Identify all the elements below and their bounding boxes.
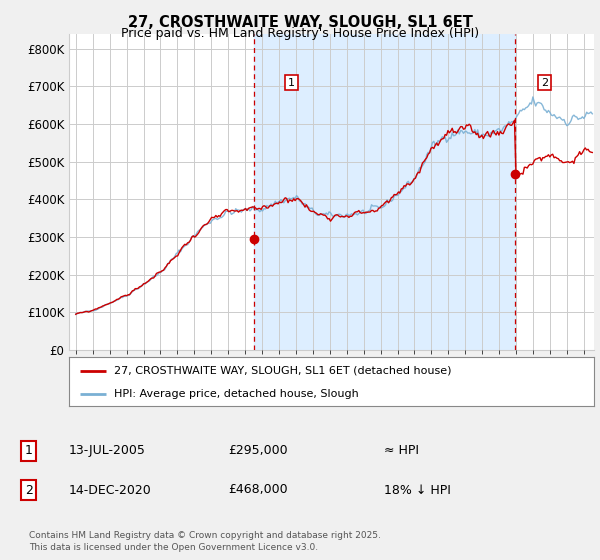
Text: 1: 1 [288,78,295,87]
Text: 2: 2 [541,78,548,87]
Bar [254,34,515,350]
Text: HPI: Average price, detached house, Slough: HPI: Average price, detached house, Slou… [113,389,358,399]
Text: Price paid vs. HM Land Registry's House Price Index (HPI): Price paid vs. HM Land Registry's House … [121,27,479,40]
Text: £295,000: £295,000 [228,444,287,458]
Text: Contains HM Land Registry data © Crown copyright and database right 2025.
This d: Contains HM Land Registry data © Crown c… [29,531,380,552]
Text: ≈ HPI: ≈ HPI [384,444,419,458]
Text: 2: 2 [25,483,33,497]
Text: 18% ↓ HPI: 18% ↓ HPI [384,483,451,497]
Text: 27, CROSTHWAITE WAY, SLOUGH, SL1 6ET (detached house): 27, CROSTHWAITE WAY, SLOUGH, SL1 6ET (de… [113,366,451,376]
Text: 13-JUL-2005: 13-JUL-2005 [69,444,146,458]
Text: £468,000: £468,000 [228,483,287,497]
Text: 1: 1 [25,444,33,458]
Text: 27, CROSTHWAITE WAY, SLOUGH, SL1 6ET: 27, CROSTHWAITE WAY, SLOUGH, SL1 6ET [128,15,472,30]
Text: 14-DEC-2020: 14-DEC-2020 [69,483,152,497]
